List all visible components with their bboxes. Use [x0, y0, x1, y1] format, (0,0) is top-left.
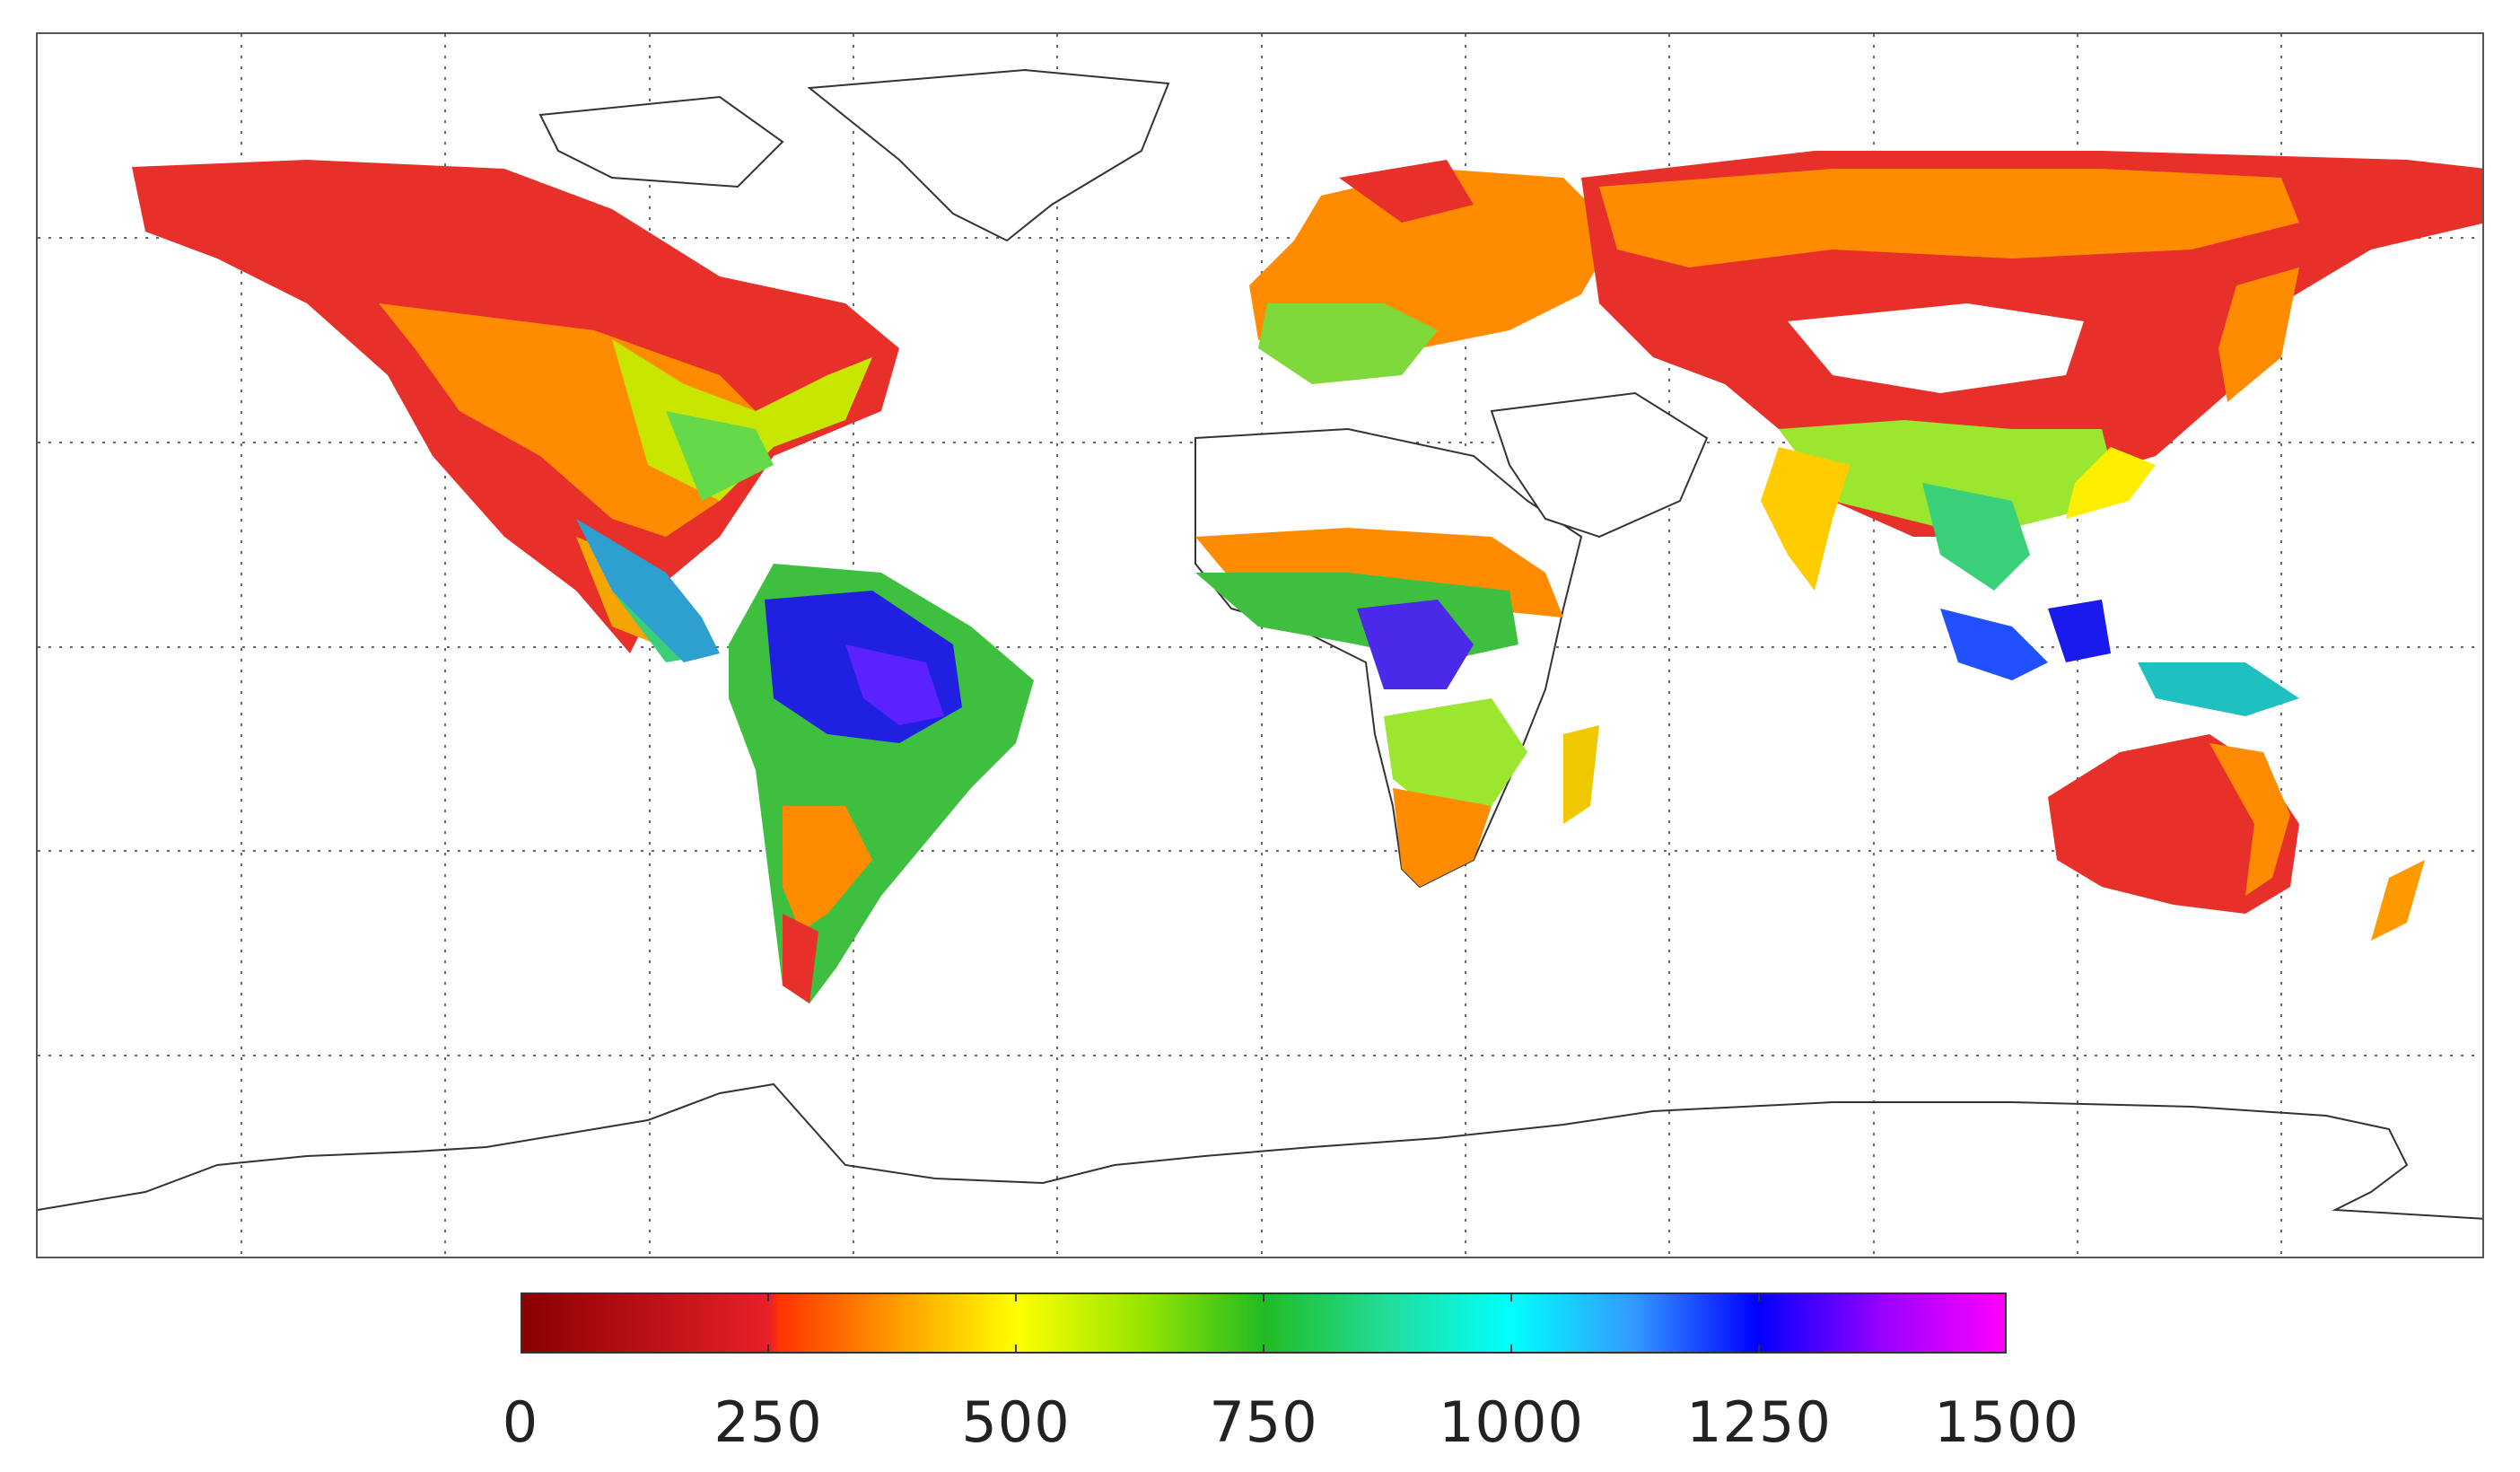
colorbar	[521, 1292, 2007, 1354]
antarctica	[38, 1082, 2482, 1220]
south-america	[729, 564, 1034, 1003]
colorbar-label-0: 0	[502, 1389, 539, 1455]
greenland	[538, 68, 1170, 242]
colorbar-label-1250: 1250	[1686, 1389, 1832, 1455]
colorbar-label-750: 750	[1209, 1389, 1318, 1455]
middle-east	[1490, 391, 1709, 539]
southeast-asia	[1940, 600, 2299, 716]
colorbar-label-250: 250	[713, 1389, 823, 1455]
central-america	[576, 519, 720, 662]
europe	[1249, 160, 1617, 384]
asia	[1581, 151, 2482, 591]
colorbar-label-500: 500	[961, 1389, 1071, 1455]
australia	[2048, 734, 2425, 941]
colorbar-label-1000: 1000	[1439, 1389, 1584, 1455]
colorbar-label-1500: 1500	[1934, 1389, 2079, 1455]
world-map	[36, 32, 2484, 1258]
map-canvas	[38, 34, 2482, 1257]
africa	[1194, 427, 1599, 889]
